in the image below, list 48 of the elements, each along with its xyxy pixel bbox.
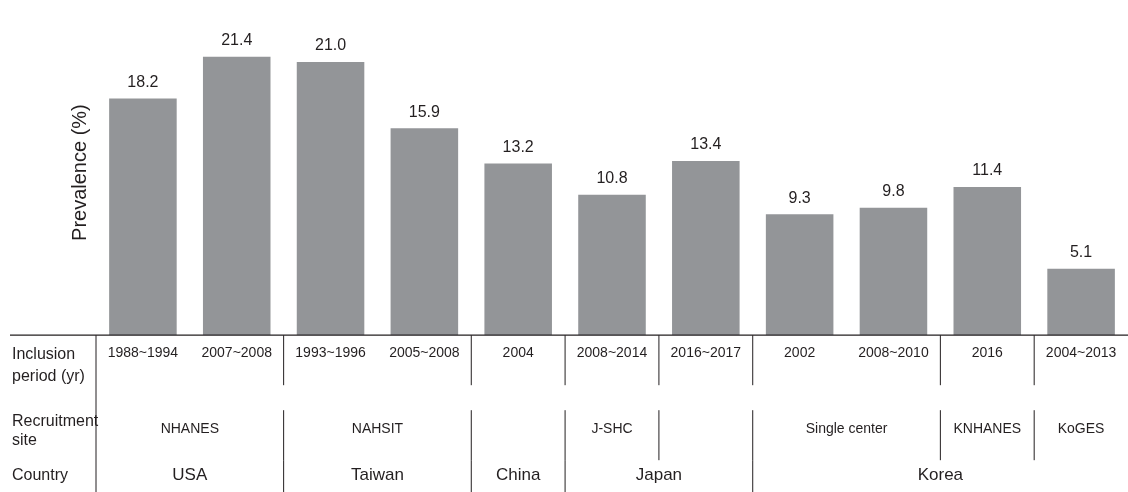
y-axis-title: Prevalence (%) <box>67 104 90 241</box>
x-tick-label: 2016 <box>971 344 1004 361</box>
data-label: 13.4 <box>690 135 722 153</box>
text: J-SHC <box>591 420 633 437</box>
text: Taiwan <box>350 464 404 484</box>
data-label: 9.3 <box>788 188 811 206</box>
x-tick-label: 2008~2010 <box>858 344 929 361</box>
text: USA <box>172 464 208 484</box>
bar <box>859 207 928 336</box>
x-tick-label: 2004~2013 <box>1045 344 1117 361</box>
x-tick-label: 2005~2008 <box>389 344 460 361</box>
bar <box>484 163 552 336</box>
text: NHANES <box>160 420 219 437</box>
x-tick-label: 2007~2008 <box>201 344 273 361</box>
bar <box>390 128 459 336</box>
data-label: 21.4 <box>221 31 253 49</box>
x-tick-label: 2004 <box>502 344 534 361</box>
text: China <box>495 464 541 484</box>
text: KoGES <box>1057 420 1105 437</box>
bar <box>109 98 177 336</box>
x-tick-label: 1988~1994 <box>107 344 179 361</box>
bar <box>296 62 365 336</box>
data-label: 15.9 <box>408 102 441 120</box>
data-label: 13.2 <box>502 137 534 155</box>
text: NAHSIT <box>351 420 404 437</box>
bar <box>765 214 834 336</box>
data-label: 9.8 <box>882 182 905 200</box>
data-label: 11.4 <box>972 161 1003 179</box>
text: Korea <box>917 464 964 484</box>
text: Country <box>12 465 69 483</box>
data-label: 21.0 <box>314 36 347 54</box>
x-tick-label: 1993~1996 <box>295 344 366 361</box>
text: Inclusion period (yr) <box>12 344 85 384</box>
x-tick-label: 2008~2014 <box>576 344 648 361</box>
text: Japan <box>635 464 683 484</box>
data-label: 10.8 <box>596 169 628 187</box>
bar <box>672 160 740 336</box>
bar <box>578 194 646 336</box>
text: Recruitment site <box>12 411 99 448</box>
x-tick-label: 2016~2017 <box>670 344 742 361</box>
x-tick-label: 2002 <box>784 344 816 361</box>
text: Single center <box>805 420 888 437</box>
bar <box>1047 268 1115 336</box>
bar <box>953 186 1022 336</box>
bar <box>202 56 271 336</box>
data-label: 5.1 <box>1069 243 1093 261</box>
text: KNHANES <box>953 420 1022 437</box>
data-label: 18.2 <box>127 72 159 90</box>
